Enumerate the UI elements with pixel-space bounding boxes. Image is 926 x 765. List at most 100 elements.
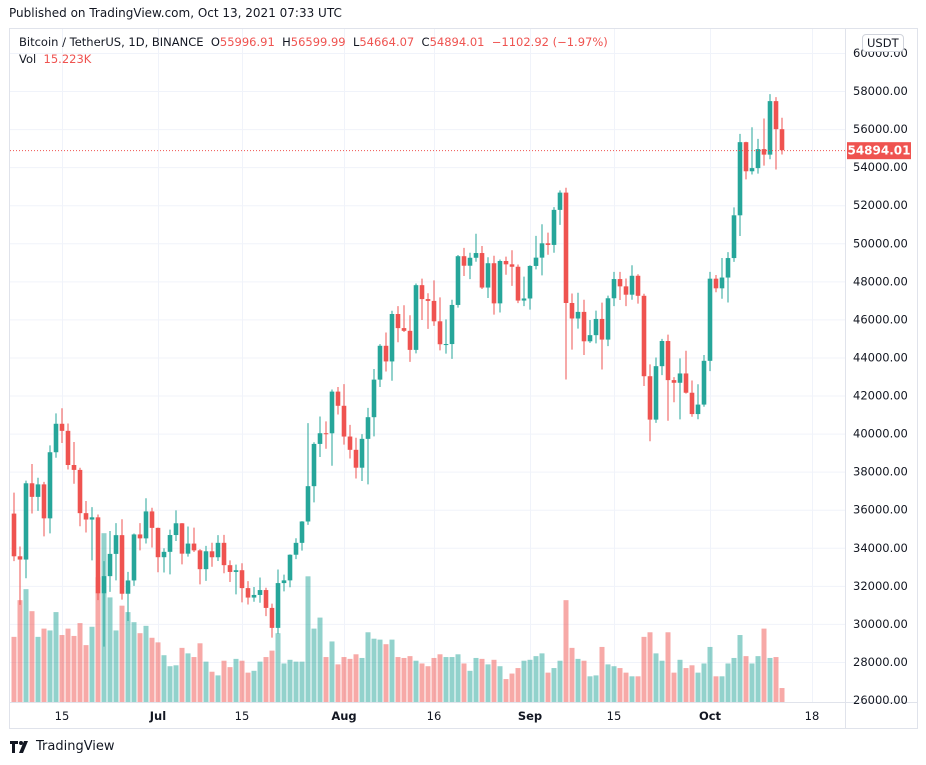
volume-bar — [605, 664, 611, 702]
price-tick: 54000.00 — [853, 160, 908, 174]
time-tick: Jul — [149, 709, 166, 723]
candle-body — [209, 551, 215, 558]
candle — [713, 274, 719, 293]
candle — [695, 384, 701, 420]
candle — [215, 535, 221, 561]
candle-body — [359, 438, 365, 468]
candle — [593, 310, 599, 344]
volume-bar — [653, 653, 659, 702]
volume-bar — [629, 676, 635, 702]
candle-body — [743, 142, 749, 172]
time-tick: 16 — [427, 709, 442, 723]
volume-bar — [341, 657, 347, 702]
candle — [659, 338, 665, 376]
candle-body — [581, 311, 587, 342]
volume-bar — [695, 672, 701, 702]
volume-bar — [53, 612, 59, 702]
candle-body — [161, 551, 167, 558]
brand-name: TradingView — [36, 739, 115, 754]
volume-bar — [365, 632, 371, 702]
candle-body — [671, 380, 677, 383]
volume-bar — [113, 630, 119, 702]
candle-body — [329, 391, 335, 434]
candle-body — [725, 258, 731, 278]
candle-body — [221, 542, 227, 566]
candle-body — [413, 285, 419, 350]
candle — [335, 387, 341, 415]
candle-body — [41, 484, 47, 519]
volume-bar — [773, 657, 779, 702]
candle — [461, 247, 467, 277]
candle-body — [491, 263, 497, 304]
candle — [395, 306, 401, 343]
candles — [11, 94, 785, 647]
candle — [689, 380, 695, 417]
volume-bar — [173, 665, 179, 702]
candle — [245, 581, 251, 605]
candle-body — [461, 256, 467, 266]
price-tick: 28000.00 — [853, 655, 908, 669]
candle — [125, 571, 131, 622]
candle-body — [749, 168, 755, 172]
candle — [479, 245, 485, 289]
volume-bar — [131, 622, 137, 702]
volume-bar — [215, 675, 221, 702]
price-tick: 32000.00 — [853, 579, 908, 593]
candle — [227, 560, 233, 582]
candle-body — [503, 260, 509, 265]
candle-body — [347, 436, 353, 450]
volume-label[interactable]: Vol — [19, 52, 37, 66]
volume-bar — [65, 628, 71, 702]
candle-body — [617, 279, 623, 287]
volume-bar — [731, 657, 737, 702]
candle — [293, 538, 299, 560]
candle-body — [563, 192, 569, 303]
candle-body — [53, 423, 59, 453]
footer-brand[interactable]: TradingView — [10, 739, 115, 754]
volume-bar — [347, 658, 353, 702]
candle-body — [527, 265, 533, 299]
candle — [731, 207, 737, 262]
volume-bar — [383, 644, 389, 702]
candle-body — [515, 266, 521, 301]
volume-bar — [503, 679, 509, 702]
candle-body — [245, 588, 251, 598]
time-axis[interactable]: 15 Jul 15 Aug 16 Sep 15 Oct 18 — [55, 709, 820, 723]
candle-body — [737, 142, 743, 216]
candle-body — [605, 298, 611, 340]
currency-button[interactable]: USDT — [862, 34, 904, 52]
volume-bar — [149, 637, 155, 702]
volume-bar — [107, 597, 113, 702]
volume-bar — [35, 636, 41, 702]
candle-body — [593, 318, 599, 336]
candle-body — [251, 594, 257, 598]
price-tick: 38000.00 — [853, 465, 908, 479]
candle-body — [485, 263, 491, 288]
candle-body — [239, 570, 245, 589]
candle — [455, 255, 461, 308]
price-tick: 50000.00 — [853, 236, 908, 250]
candle — [329, 389, 335, 466]
candle-body — [707, 278, 713, 361]
open-value: 55996.91 — [219, 35, 275, 49]
volume-bar — [95, 577, 101, 702]
volume-bar — [167, 666, 173, 702]
last-price-label: 54894.01 — [847, 144, 910, 158]
candle-body — [623, 286, 629, 295]
volume-bar — [47, 630, 53, 702]
symbol-name[interactable]: Bitcoin / TetherUS, 1D, BINANCE — [19, 35, 204, 49]
volume-bar — [647, 632, 653, 702]
candle-body — [215, 542, 221, 558]
price-tick: 42000.00 — [853, 389, 908, 403]
candle — [635, 274, 641, 304]
candle-body — [473, 253, 479, 258]
volume-bar — [221, 660, 227, 702]
candle — [233, 564, 239, 595]
candle-body — [323, 433, 329, 435]
candle-body — [695, 404, 701, 415]
candle — [725, 252, 731, 303]
candle-body — [77, 469, 83, 514]
candle-body — [47, 452, 53, 519]
candle-body — [299, 521, 305, 543]
